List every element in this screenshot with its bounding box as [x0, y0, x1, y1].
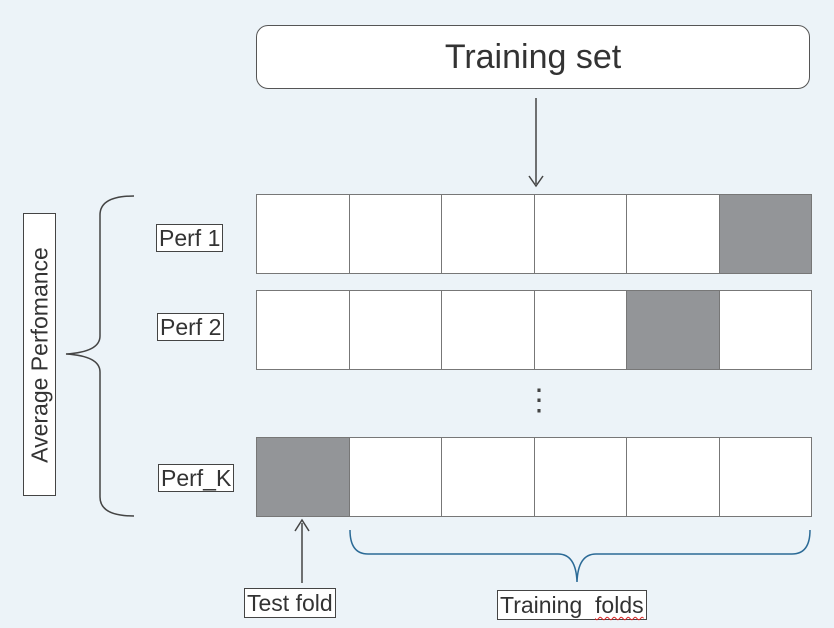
bottom-curly-brace	[349, 529, 811, 583]
training-fold-cell	[348, 291, 441, 369]
training-fold-cell	[533, 438, 626, 516]
training-folds-prefix: Training	[500, 592, 596, 618]
perf-label-2: Perf 2	[157, 313, 225, 341]
training-fold-cell	[533, 291, 626, 369]
test-fold-cell	[257, 438, 349, 516]
training-folds-label: Training folds	[497, 590, 647, 620]
fold-row-2	[256, 290, 812, 370]
up-arrow-head	[294, 518, 310, 532]
training-fold-cell	[257, 291, 349, 369]
fold-row-k	[256, 437, 812, 517]
training-fold-cell	[348, 195, 441, 273]
perf-label-1: Perf 1	[156, 224, 224, 252]
down-arrow-head	[528, 175, 544, 188]
ellipsis-dots: ⋮	[524, 384, 554, 417]
left-curly-brace	[65, 195, 135, 517]
average-performance-text: Average Perfomance	[26, 246, 52, 463]
test-fold-cell	[626, 291, 719, 369]
training-fold-cell	[718, 291, 811, 369]
training-set-label: Training set	[444, 37, 622, 76]
training-set-box: Training set	[256, 25, 810, 89]
training-fold-cell	[533, 195, 626, 273]
training-fold-cell	[626, 195, 719, 273]
training-fold-cell	[441, 438, 534, 516]
training-fold-cell	[441, 291, 534, 369]
training-fold-cell	[348, 438, 441, 516]
average-performance-label: Average Perfomance	[23, 213, 56, 496]
test-fold-cell	[718, 195, 811, 273]
training-fold-cell	[441, 195, 534, 273]
perf-label-k: Perf_K	[158, 464, 235, 492]
training-folds-word: folds	[595, 592, 644, 618]
training-fold-cell	[257, 195, 349, 273]
training-fold-cell	[626, 438, 719, 516]
test-fold-label: Test fold	[244, 588, 336, 618]
fold-row-1	[256, 194, 812, 274]
training-fold-cell	[718, 438, 811, 516]
